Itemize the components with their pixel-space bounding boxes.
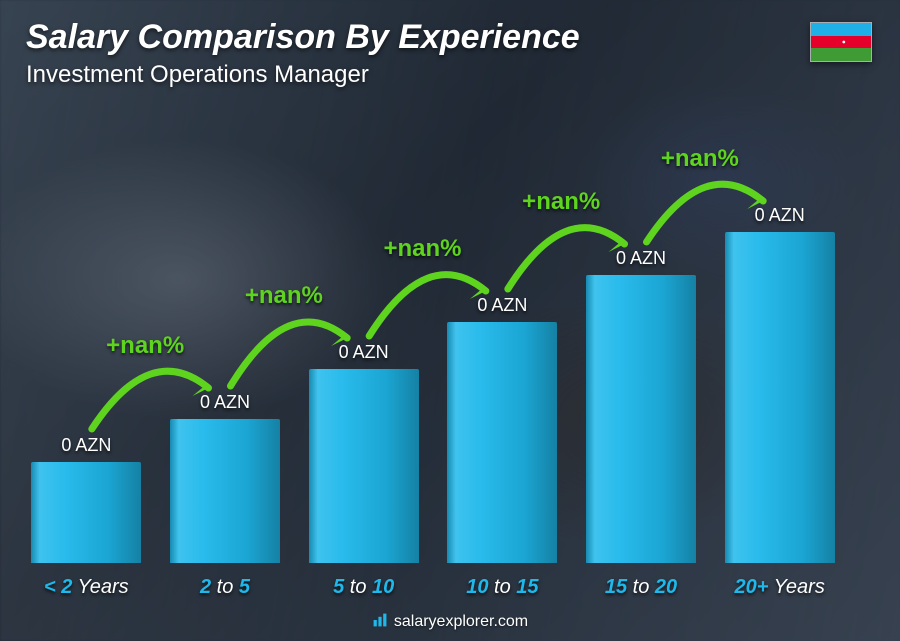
bar-group: 0 AZN	[719, 120, 840, 563]
header: Salary Comparison By Experience Investme…	[26, 18, 874, 89]
x-axis-tick: 15 to 20	[581, 576, 702, 599]
x-axis-tick: 5 to 10	[303, 576, 424, 599]
bar-group: 0 AZN	[303, 120, 424, 563]
flag-stripe-top	[811, 23, 871, 36]
footer-text: salaryexplorer.com	[394, 613, 528, 630]
footer: salaryexplorer.com	[0, 612, 900, 631]
flag-emblem-icon	[834, 35, 848, 49]
logo-icon	[372, 612, 388, 628]
x-axis: < 2 Years 2 to 5 5 to 10 10 to 15 15 to 20 20…	[26, 576, 840, 599]
bar-value-label: 0 AZN	[616, 248, 666, 269]
bar-value-label: 0 AZN	[477, 295, 527, 316]
bar-chart: 0 AZN0 AZN0 AZN0 AZN0 AZN0 AZN+nan%+nan%…	[26, 120, 840, 563]
bar-value-label: 0 AZN	[200, 392, 250, 413]
increase-arrow-icon	[26, 120, 840, 563]
bar-value-label: 0 AZN	[339, 342, 389, 363]
bar-group: 0 AZN	[442, 120, 563, 563]
chart-subtitle: Investment Operations Manager	[26, 61, 874, 89]
increase-arrow-icon	[26, 120, 840, 563]
flag-stripe-mid	[811, 36, 871, 49]
increase-arrow-icon	[26, 120, 840, 563]
bar	[170, 419, 280, 563]
x-axis-tick: 10 to 15	[442, 576, 563, 599]
bar	[586, 275, 696, 563]
chart-title: Salary Comparison By Experience	[26, 18, 874, 57]
bar	[725, 232, 835, 563]
bar	[31, 462, 141, 563]
x-axis-tick: 2 to 5	[165, 576, 286, 599]
bar-group: 0 AZN	[581, 120, 702, 563]
bar-group: 0 AZN	[165, 120, 286, 563]
increase-arrow-icon	[26, 120, 840, 563]
bar-group: 0 AZN	[26, 120, 147, 563]
x-axis-tick: 20+ Years	[719, 576, 840, 599]
bar	[309, 369, 419, 563]
flag-stripe-bottom	[811, 48, 871, 61]
x-axis-tick: < 2 Years	[26, 576, 147, 599]
increase-arrow-icon	[26, 120, 840, 563]
bar	[447, 322, 557, 563]
bar-value-label: 0 AZN	[61, 435, 111, 456]
bar-value-label: 0 AZN	[755, 205, 805, 226]
country-flag	[810, 22, 872, 62]
